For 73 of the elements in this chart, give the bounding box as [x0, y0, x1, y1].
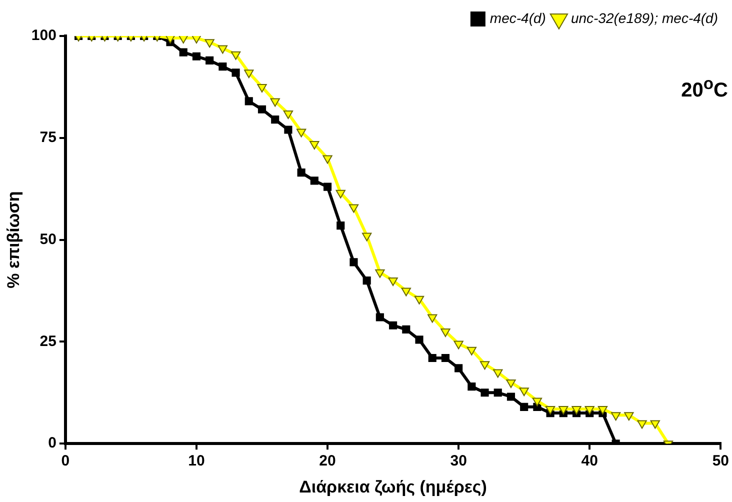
point	[598, 406, 608, 414]
point	[310, 176, 318, 185]
point	[415, 336, 424, 344]
point	[545, 406, 556, 414]
point	[610, 412, 621, 421]
y-tick-label: 100	[31, 27, 56, 44]
y-tick-label: 50	[40, 230, 56, 248]
point	[323, 182, 332, 191]
point	[375, 269, 385, 278]
legend-label: unc-32(e189); mec-4(d)	[570, 10, 718, 26]
point	[388, 278, 398, 286]
point	[506, 392, 516, 401]
y-tick-label: 0	[48, 434, 56, 452]
legend-label: mec-4(d)	[490, 10, 546, 26]
point	[468, 382, 476, 391]
point	[532, 398, 542, 406]
point	[519, 388, 529, 396]
point	[297, 168, 306, 177]
point	[296, 128, 306, 138]
point	[348, 204, 359, 213]
x-axis-title: Διάρκεια ζωής (ημέρες)	[299, 477, 487, 496]
point	[218, 45, 228, 54]
point	[428, 354, 436, 362]
point	[376, 313, 384, 322]
point	[336, 190, 346, 198]
point	[310, 141, 320, 150]
point	[440, 328, 450, 338]
point	[230, 51, 241, 60]
point	[494, 388, 502, 397]
point	[624, 412, 634, 421]
x-tick-label: 40	[581, 452, 598, 470]
x-tick-label: 20	[319, 452, 336, 470]
point	[558, 406, 568, 414]
point	[257, 84, 267, 92]
point	[270, 98, 280, 107]
point	[650, 420, 660, 429]
point	[428, 314, 438, 323]
point	[204, 39, 214, 48]
point	[454, 340, 464, 350]
point	[283, 110, 294, 119]
point	[466, 346, 476, 356]
point	[493, 369, 503, 378]
x-tick-label: 50	[712, 452, 729, 470]
y-tick-label: 75	[40, 129, 56, 146]
point	[480, 361, 490, 370]
point	[350, 258, 358, 266]
point	[441, 354, 450, 362]
point	[322, 155, 332, 164]
point	[192, 36, 202, 44]
point	[244, 70, 254, 78]
y-axis-title: % επιβίωση	[4, 191, 23, 288]
point	[637, 420, 647, 429]
x-tick-label: 30	[450, 452, 467, 470]
x-tick-label: 10	[188, 452, 205, 470]
point	[454, 364, 463, 372]
point	[271, 116, 280, 124]
annotation: 20$^{o}$C	[681, 74, 728, 103]
point	[506, 379, 516, 388]
point	[414, 296, 424, 304]
point	[401, 288, 411, 296]
point	[336, 222, 345, 230]
point	[178, 36, 188, 44]
point	[572, 406, 582, 414]
y-tick-label: 25	[40, 332, 56, 350]
point	[402, 325, 410, 334]
point	[520, 402, 528, 411]
x-tick-label: 0	[61, 452, 70, 470]
point	[389, 321, 398, 330]
point	[165, 36, 176, 44]
point	[362, 276, 371, 285]
point	[362, 232, 372, 242]
point	[584, 406, 594, 414]
point	[480, 388, 489, 397]
